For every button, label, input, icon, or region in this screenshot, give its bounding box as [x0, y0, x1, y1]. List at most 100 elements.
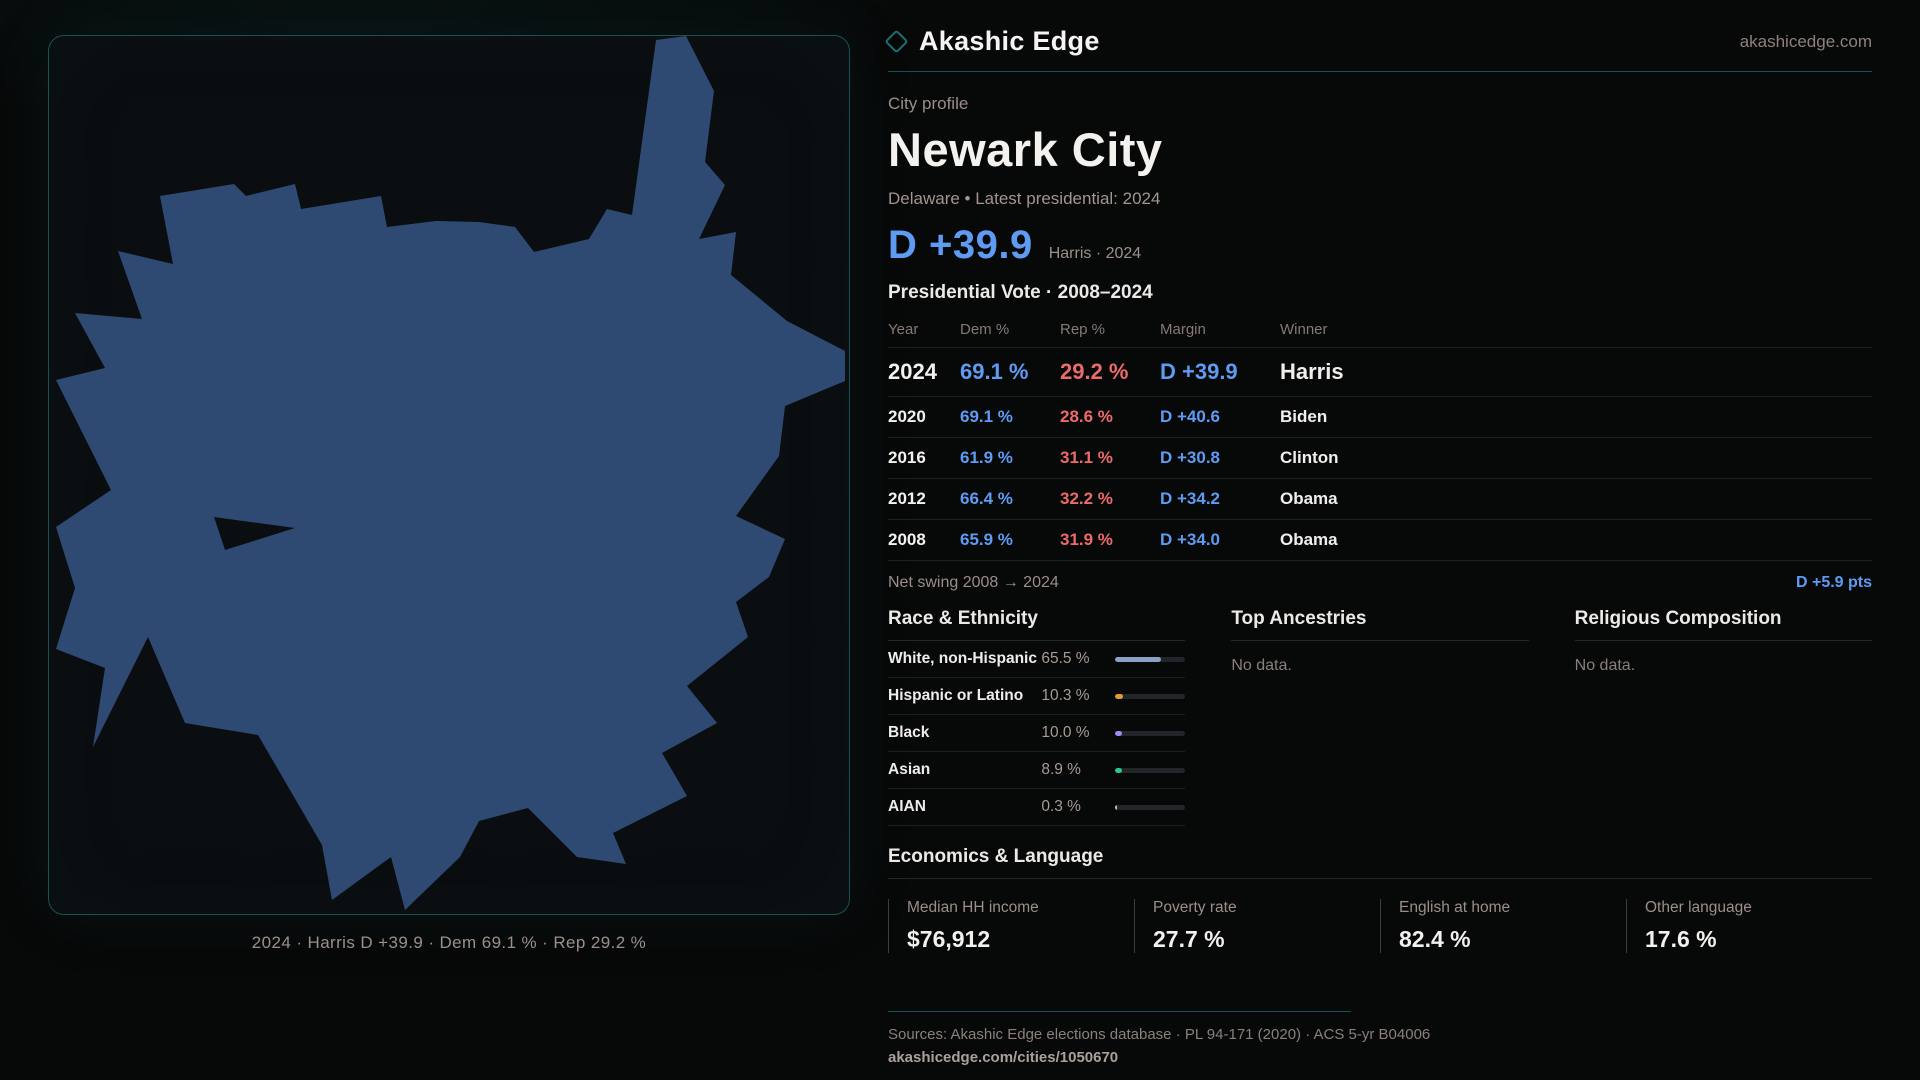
col-header-year: Year [888, 321, 919, 338]
cell-rep: 28.6 % [1060, 407, 1113, 426]
race-value: 8.9 % [1041, 761, 1081, 778]
cell-dem: 61.9 % [960, 448, 1013, 467]
race-label: Black [888, 724, 930, 741]
stat-value: 27.7 % [1153, 926, 1225, 952]
header-divider [888, 71, 1872, 72]
race-bar-fill [1115, 730, 1123, 736]
cell-dem: 65.9 % [960, 530, 1013, 549]
cell-dem: 69.1 % [960, 359, 1029, 384]
diamond-icon [884, 29, 909, 54]
map-caption: 2024 · Harris D +39.9 · Dem 69.1 % · Rep… [251, 933, 647, 952]
page-title: Newark City [888, 123, 1163, 176]
election-table-body: 2024 69.1 % 29.2 % D +39.9 Harris 2020 69.1 % 2… [888, 348, 1872, 561]
race-bar [1115, 767, 1186, 773]
race-label: Asian [888, 761, 931, 778]
headline-margin-row: D +39.9 Harris · 2024 [888, 223, 1872, 268]
cell-rep: 31.1 % [1060, 448, 1113, 467]
race-row-aian: AIAN 0.3 % [888, 789, 1186, 826]
race-bar-fill [1115, 656, 1162, 662]
cell-winner: Obama [1280, 530, 1338, 549]
race-section: Race & Ethnicity White, non-Hispanic 65.5… [888, 608, 1186, 826]
religion-section-title: Religious Composition [1574, 608, 1872, 641]
brand: Akashic Edge [884, 26, 1100, 57]
race-value: 10.0 % [1041, 724, 1090, 741]
election-table: Year Dem % Rep % Margin Winner 2024 69.1 % 29.… [888, 314, 1872, 602]
brand-name: Akashic Edge [919, 26, 1100, 56]
cell-dem: 69.1 % [960, 407, 1013, 426]
race-bar [1115, 730, 1186, 736]
footer-sources: Sources: Akashic Edge elections database… [888, 1026, 1431, 1043]
cell-margin: D +34.0 [1160, 530, 1221, 549]
city-boundary-polygon [56, 36, 845, 910]
election-row-2008: 2008 65.9 % 31.9 % D +34.0 Obama [888, 520, 1872, 561]
stat-card-english-at-home: English at home 82.4 % [1380, 899, 1626, 953]
cell-rep: 31.9 % [1060, 530, 1113, 549]
race-row-white-non-hispanic: White, non-Hispanic 65.5 % [888, 641, 1186, 678]
cell-year: 2012 [888, 489, 926, 508]
footer-divider [888, 1011, 1351, 1012]
cell-year: 2024 [888, 359, 937, 384]
election-row-2020: 2020 69.1 % 28.6 % D +40.6 Biden [888, 397, 1872, 438]
site-domain-link[interactable]: akashicedge.com [1739, 31, 1872, 51]
religion-section: Religious Composition No data. [1574, 608, 1872, 826]
stat-value: $76,912 [907, 926, 991, 952]
cell-margin: D +34.2 [1160, 489, 1221, 508]
map-column: 2024 · Harris D +39.9 · Dem 69.1 % · Rep… [0, 0, 850, 1080]
election-table-header: Year Dem % Rep % Margin Winner [888, 314, 1872, 348]
cell-winner: Biden [1280, 407, 1328, 426]
cell-margin: D +39.9 [1160, 359, 1238, 384]
stat-label: Median HH income [907, 899, 1039, 916]
footer-permalink[interactable]: akashicedge.com/cities/1050670 [888, 1049, 1119, 1066]
race-rows: White, non-Hispanic 65.5 % Hispanic or Lat… [888, 641, 1186, 826]
cell-winner: Harris [1280, 359, 1344, 384]
net-swing-row: Net swing 2008 → 2024 D +5.9 pts [888, 561, 1872, 602]
race-bar-fill [1115, 804, 1117, 810]
race-row-asian: Asian 8.9 % [888, 752, 1186, 789]
footer: Sources: Akashic Edge elections database… [888, 1011, 1872, 1066]
ancestries-section: Top Ancestries No data. [1231, 608, 1529, 826]
stat-card-other-language: Other language 17.6 % [1626, 899, 1872, 953]
stat-value: 17.6 % [1645, 926, 1717, 952]
race-value: 65.5 % [1041, 650, 1090, 667]
ancestries-section-title: Top Ancestries [1231, 608, 1529, 641]
race-bar [1115, 804, 1186, 810]
cell-rep: 32.2 % [1060, 489, 1113, 508]
stat-label: Other language [1645, 899, 1752, 916]
stat-label: Poverty rate [1153, 899, 1237, 916]
race-bar-fill [1115, 767, 1122, 773]
header: Akashic Edge akashicedge.com [884, 26, 1872, 57]
col-header-winner: Winner [1280, 321, 1328, 338]
net-swing-label: Net swing 2008 → 2024 [888, 574, 1059, 591]
race-bar [1115, 656, 1186, 662]
race-section-title: Race & Ethnicity [888, 608, 1186, 641]
cell-rep: 29.2 % [1060, 359, 1129, 384]
race-row-hispanic-or-latino: Hispanic or Latino 10.3 % [888, 678, 1186, 715]
race-label: AIAN [888, 798, 926, 815]
election-table-title: Presidential Vote · 2008–2024 [888, 282, 1153, 303]
col-header-dem: Dem % [960, 321, 1010, 338]
ancestries-empty-state: No data. [1231, 657, 1292, 674]
stat-label: English at home [1399, 899, 1511, 916]
headline-margin-value: D +39.9 [888, 223, 1033, 267]
col-header-margin: Margin [1160, 321, 1206, 338]
net-swing-value: D +5.9 pts [1795, 574, 1872, 591]
stat-card-poverty-rate: Poverty rate 27.7 % [1134, 899, 1380, 953]
cell-year: 2016 [888, 448, 926, 467]
race-bar-fill [1115, 693, 1123, 699]
race-row-black: Black 10.0 % [888, 715, 1186, 752]
race-bar [1115, 693, 1186, 699]
cell-year: 2008 [888, 530, 926, 549]
city-subtitle: Delaware • Latest presidential: 2024 [888, 189, 1161, 208]
cell-winner: Clinton [1280, 448, 1339, 467]
economics-stats: Median HH income $76,912 Poverty rate 27.7 … [888, 899, 1872, 953]
content-column: Akashic Edge akashicedge.com City profil… [884, 0, 1872, 1080]
economics-section-title: Economics & Language [888, 846, 1872, 879]
race-label: White, non-Hispanic [888, 650, 1037, 667]
city-boundary-svg [56, 36, 845, 910]
col-header-rep: Rep % [1060, 321, 1106, 338]
stat-value: 82.4 % [1399, 926, 1471, 952]
race-label: Hispanic or Latino [888, 687, 1024, 704]
race-value: 10.3 % [1041, 687, 1090, 704]
election-row-2024: 2024 69.1 % 29.2 % D +39.9 Harris [888, 348, 1872, 397]
